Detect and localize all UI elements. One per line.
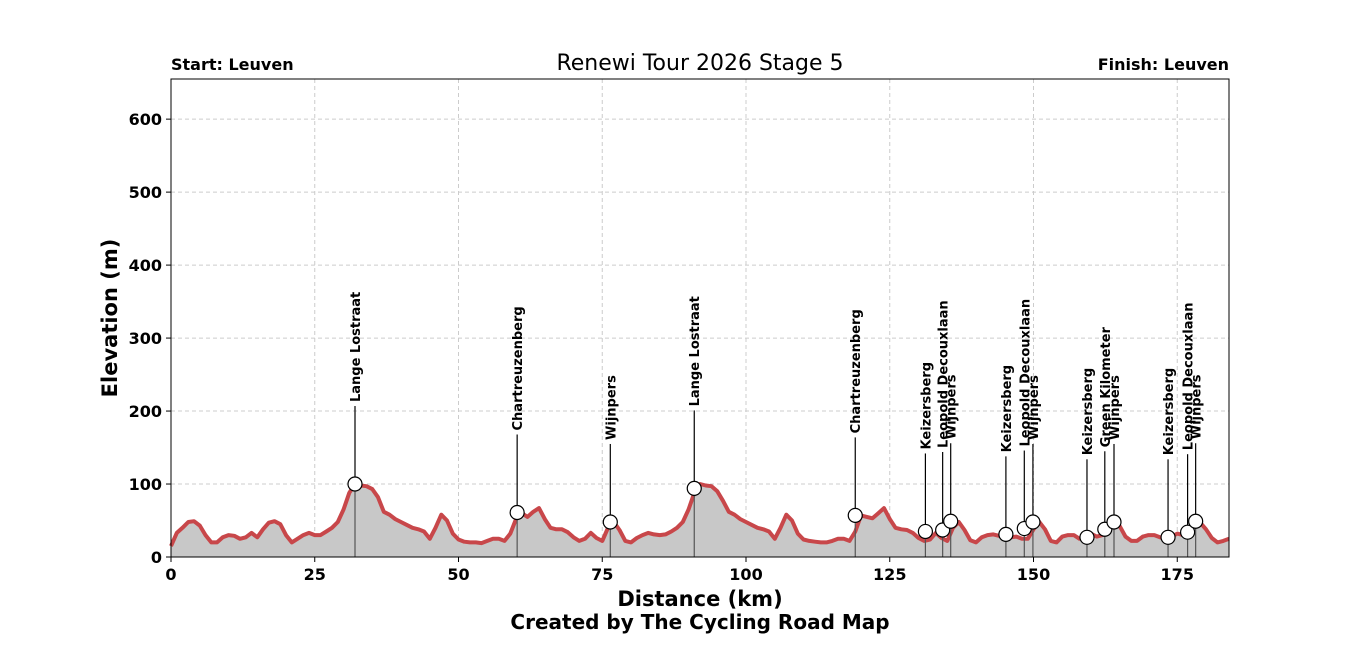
- climb-marker: [943, 513, 959, 529]
- climb-marker: [1188, 513, 1204, 529]
- credit-text: Created by The Cycling Road Map: [510, 610, 889, 634]
- climb-marker: [1179, 524, 1196, 540]
- climb-marker: [998, 526, 1014, 542]
- y-axis-ticks: 0 100 200 300 400 500 600: [129, 110, 171, 567]
- climb-label: Keizersberg: [919, 362, 934, 450]
- climb-label: Wijnpers: [1027, 375, 1042, 440]
- y-tick-label: 600: [129, 110, 162, 129]
- y-tick-label: 100: [129, 475, 162, 494]
- climb-marker: [1025, 514, 1041, 530]
- x-tick-label: 125: [873, 565, 906, 584]
- climb-label: Chartreuzenberg: [511, 306, 526, 430]
- elevation-area: [171, 484, 1229, 557]
- climb-label: Keizersberg: [1162, 368, 1177, 456]
- climb-marker: [1160, 529, 1176, 545]
- y-tick-label: 300: [129, 329, 162, 348]
- x-tick-label: 150: [1017, 565, 1050, 584]
- climb-label: Leopold Decouxlaan: [1182, 302, 1197, 450]
- plot-frame: [170, 78, 1230, 558]
- finish-label: Finish: Leuven: [1098, 55, 1229, 74]
- x-tick-label: 25: [304, 565, 326, 584]
- climb-marker: [347, 476, 363, 492]
- y-tick-label: 500: [129, 183, 162, 202]
- x-axis-label: Distance (km): [617, 587, 782, 611]
- climb-label: Leopold Decouxlaan: [1018, 299, 1033, 447]
- climb-label: Leopold Decouxlaan: [937, 300, 952, 448]
- climb-label: Wijnpers: [604, 375, 619, 440]
- climb-label: Wijnpers: [945, 374, 960, 439]
- climb-marker: [847, 507, 863, 524]
- climb-label: Lange Lostraat: [688, 296, 703, 406]
- y-axis-label: Elevation (m): [98, 239, 122, 398]
- climb-marker: [1079, 529, 1095, 545]
- x-tick-label: 50: [447, 565, 469, 584]
- climb-marker: [602, 514, 618, 530]
- climb-label: Wijnpers: [1108, 375, 1123, 440]
- start-label: Start: Leuven: [171, 55, 294, 74]
- climb-label: Chartreuzenberg: [849, 309, 864, 433]
- chart-title: Renewi Tour 2026 Stage 5: [556, 51, 843, 76]
- climb-markers: Lange Lostraat Chartreuzenberg Wijnpers Lan…: [347, 292, 1205, 557]
- climb-label: Wijnpers: [1190, 374, 1205, 439]
- climb-marker: [509, 504, 525, 521]
- x-tick-label: 175: [1161, 565, 1194, 584]
- x-tick-label: 75: [591, 565, 613, 584]
- climb-marker: [1106, 514, 1122, 530]
- climb-marker: [917, 523, 934, 540]
- climb-marker: [686, 480, 702, 497]
- x-tick-label: 0: [165, 565, 176, 584]
- x-tick-label: 100: [729, 565, 762, 584]
- y-tick-label: 0: [151, 548, 162, 567]
- x-axis-ticks: 0 25 50 75 100 125 150 175: [165, 557, 1194, 584]
- climb-label: Green Kilometer: [1099, 326, 1114, 447]
- climb-label: Lange Lostraat: [349, 292, 364, 402]
- climb-label: Keizersberg: [1081, 368, 1096, 456]
- y-tick-label: 400: [129, 256, 162, 275]
- y-tick-label: 200: [129, 402, 162, 421]
- climb-label: Keizersberg: [1000, 365, 1015, 453]
